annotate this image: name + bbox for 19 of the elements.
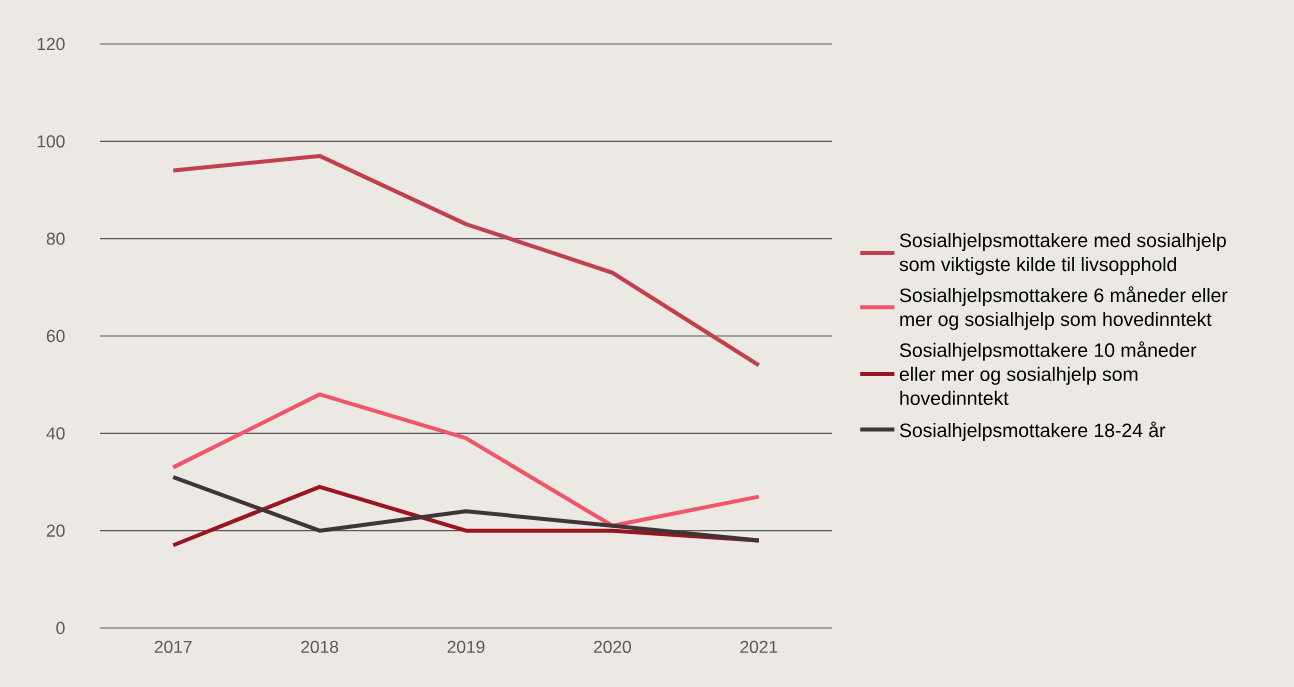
x-tick-label: 2019 [447,640,485,653]
y-tick-label: 100 [37,135,65,148]
legend-label: Sosialhjelpsmottakere 10 måneder eller mer og sosialhjelp som hovedinntekt [899,341,1197,406]
y-tick-label: 20 [46,524,65,537]
line-series [171,475,761,543]
legend-label: Sosialhjelpsmottakere med sosialhjelp som viktigste kilde til livsopphold [899,233,1226,276]
x-tick-label: 2018 [301,640,339,653]
legend-label: Sosialhjelpsmottakere 6 måneder eller mer og sosialhjelp som hovedinntekt [899,286,1228,330]
line-series [171,392,761,528]
x-tick-label: 2021 [740,640,778,653]
x-tick-label: 2017 [154,640,192,653]
y-tick-label: 40 [46,427,65,440]
y-tick-label: 80 [46,232,65,245]
line-series [171,153,761,368]
y-tick-label: 0 [56,621,65,635]
y-tick-label: 120 [37,37,65,51]
legend-label: Sosialhjelpsmottakere 18-24 år [899,421,1166,441]
y-tick-label: 60 [46,329,65,343]
x-tick-label: 2020 [594,640,632,653]
